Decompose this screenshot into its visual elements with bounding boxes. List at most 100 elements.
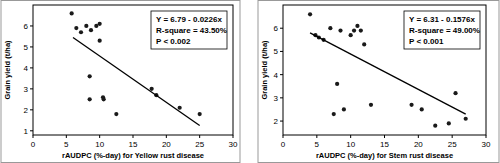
x-tick [166,135,167,138]
y-axis-label: Grain yield (t/ha) [260,40,269,100]
point [369,103,373,107]
y-tick-label: 2 [24,106,29,115]
point [198,112,202,116]
y-tick [280,121,283,122]
y-tick-label: 6 [274,24,279,33]
x-tick [384,135,385,138]
y-tick-label: 3 [274,94,279,103]
y-tick [280,97,283,98]
x-tick-label: 30 [482,140,491,149]
point [89,28,93,32]
x-tick [486,135,487,138]
point [114,112,118,116]
plot-frame [33,5,233,135]
annotation: P < 0.002 [156,37,191,46]
x-tick-label: 0 [281,140,286,149]
panel-frame [258,1,499,163]
point [349,33,353,37]
y-tick [30,67,33,68]
y-tick [280,51,283,52]
x-tick [316,135,317,138]
y-tick-label: 4 [24,64,29,73]
x-tick-label: 15 [129,140,138,149]
point [338,28,342,32]
x-axis-label: rAUDPC (%-day) for Yellow rust disease [62,151,204,160]
point [102,97,106,101]
annotation-box [151,11,227,49]
chart-panel: 0 5 10 15 20 25 30 1 2 3 4 5 6 rAUDPC (%-day) for Yel… [1,1,240,163]
point [433,124,437,128]
annotation: R-square = 49.00% [409,26,480,35]
point [355,24,359,28]
y-tick-label: 5 [274,47,279,56]
y-tick [30,109,33,110]
point [98,22,102,26]
annotation-box [404,11,480,49]
point [335,82,339,86]
y-tick-label: 4 [274,71,279,80]
x-tick [99,135,100,138]
y-tick [30,46,33,47]
x-tick [199,135,200,138]
regression-line [310,33,466,114]
point [352,28,356,32]
y-tick-label: 3 [24,85,29,94]
x-tick [418,135,419,138]
y-tick-label: 6 [24,22,29,31]
x-tick [133,135,134,138]
x-tick-label: 20 [162,140,171,149]
point [453,91,457,95]
chart-panel: 0 5 10 15 20 25 30 2 3 4 5 6 rAUDPC (%-day) for Stem… [258,1,499,163]
point [88,74,92,78]
y-tick [280,28,283,29]
x-tick-label: 0 [31,140,36,149]
x-tick [233,135,234,138]
y-tick-label: 5 [24,43,29,52]
point [409,103,413,107]
annotation: P < 0.001 [409,37,444,46]
annotation: Y = 6.79 - 0.0226x [156,15,222,24]
x-tick-label: 15 [380,140,389,149]
x-tick-label: 10 [346,140,355,149]
point [150,87,154,91]
x-axis-label: rAUDPC (%-day) for Stem rust disease [316,151,453,160]
regression-line [73,38,200,126]
annotation: R-square = 43.50% [156,26,227,35]
point [342,107,346,111]
panel-frame [1,1,240,163]
x-tick-label: 20 [414,140,423,149]
plot-frame [283,5,486,135]
x-tick [66,135,67,138]
point [362,42,366,46]
point [84,24,88,28]
point [98,39,102,43]
x-tick [350,135,351,138]
point [447,121,451,125]
point [70,11,74,15]
point [79,30,83,34]
x-tick-label: 5 [315,140,320,149]
annotation: Y = 6.31 - 0.1576x [409,15,475,24]
x-tick [283,135,284,138]
x-tick [452,135,453,138]
x-tick-label: 5 [64,140,69,149]
point [308,12,312,16]
point [420,107,424,111]
y-tick-label: 2 [274,117,279,126]
y-axis-label: Grain yield (t/ha) [3,40,12,100]
point [332,112,336,116]
y-tick [280,74,283,75]
y-tick-label: 1 [24,127,29,136]
x-tick-label: 25 [448,140,457,149]
point [178,106,182,110]
x-tick-label: 25 [195,140,204,149]
y-tick [30,25,33,26]
y-tick [30,130,33,131]
x-tick [33,135,34,138]
x-tick-label: 30 [229,140,238,149]
point [328,26,332,30]
y-tick [30,88,33,89]
point [88,97,92,101]
figure: 051015202530123456rAUDPC (%-day) for Yel… [0,0,500,163]
x-tick-label: 10 [95,140,104,149]
